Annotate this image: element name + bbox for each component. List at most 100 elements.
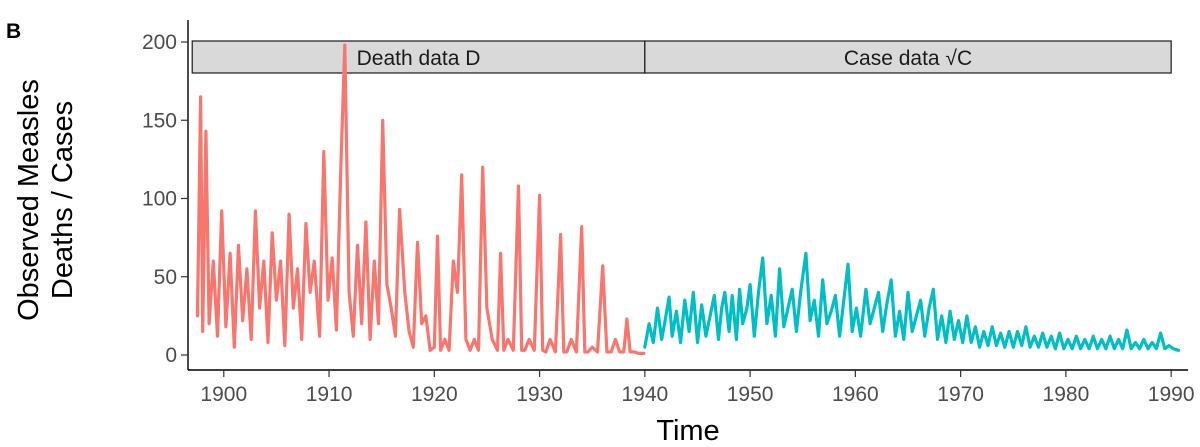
data-point [562,351,565,353]
data-point [728,330,730,333]
data-point [1113,347,1116,350]
data-point [1058,332,1061,334]
data-point [995,344,998,347]
data-point [809,319,811,322]
data-point [1142,338,1145,341]
data-point [830,310,833,313]
data-point [386,283,388,286]
data-point [327,299,329,302]
data-point [390,307,393,309]
data-point [1054,347,1057,350]
data-point [757,291,760,294]
data-point [648,322,650,325]
series-1 [643,251,1181,352]
panel-label: B [6,20,21,43]
data-point [473,338,476,341]
data-point [477,349,480,352]
y-tick-label: 100 [142,188,177,211]
data-point [665,315,667,317]
data-point [890,279,893,281]
data-point [420,322,423,325]
data-point [1071,347,1074,350]
data-point [412,346,415,349]
data-point [966,315,968,317]
data-point [1168,344,1170,347]
data-point [456,291,459,294]
data-point [583,351,586,353]
data-point [318,335,321,338]
data-point [469,349,471,352]
data-point [309,291,311,294]
data-point [601,264,604,267]
data-point [271,232,274,234]
data-point [660,338,663,341]
data-point [1037,346,1040,349]
data-point [1159,332,1162,334]
data-point [523,349,526,352]
data-point [826,322,828,325]
data-point [991,325,994,328]
data-point [945,341,947,344]
data-point [225,325,227,328]
data-point [1003,346,1006,349]
data-point [596,351,599,353]
data-point [709,315,711,317]
data-point [496,349,499,352]
data-point [1050,335,1053,338]
x-tick-label: 1940 [621,383,668,406]
data-point [1092,335,1095,338]
data-point [936,338,939,341]
data-point [940,315,943,317]
x-ticks: 1900 1910 1920 1930 1940 1950 1960 1970 1980 1990 [200,370,1195,406]
data-point [1177,349,1180,352]
data-point [907,291,909,294]
data-point [970,341,973,344]
x-tick-label: 1900 [200,383,247,406]
y-tick-label: 200 [142,31,177,54]
data-point [692,291,695,294]
data-point [394,335,397,338]
data-point [549,338,551,341]
data-point [486,307,488,309]
data-point [1075,335,1078,338]
data-point [675,310,678,313]
data-point [199,95,202,98]
data-point [1033,335,1036,338]
data-point [267,341,269,344]
data-point [873,307,876,309]
data-point [279,260,282,262]
data-point [688,330,690,333]
data-point [902,338,905,341]
series-0 [195,43,646,355]
data-point [817,335,820,338]
data-point [275,299,278,302]
data-point [700,304,703,306]
strip-math-1: √C [940,47,973,70]
data-point [877,291,880,294]
data-point [335,329,338,331]
axes [187,20,1188,371]
y-tick-label: 50 [154,266,177,289]
data-point [220,210,223,212]
data-point [570,338,573,341]
data-point [403,291,406,294]
data-point [741,322,744,325]
strip-label-1: Case data √C [844,47,972,70]
data-point [580,225,583,228]
data-point [1147,347,1149,350]
data-point [365,221,367,223]
y-axis-title: Observed Measles Deaths / Cases [13,79,79,321]
data-point [1029,346,1031,349]
data-point [761,257,764,259]
data-point [1062,347,1065,350]
data-point [250,338,253,341]
facet-strips: Death data D Case data √C [191,40,1172,74]
data-point [381,119,384,122]
data-point [731,294,734,297]
data-point [313,260,316,262]
x-tick-label: 1950 [727,383,774,406]
data-point [205,130,207,133]
data-point [606,351,608,353]
data-point [512,349,515,352]
data-point [1155,347,1158,350]
